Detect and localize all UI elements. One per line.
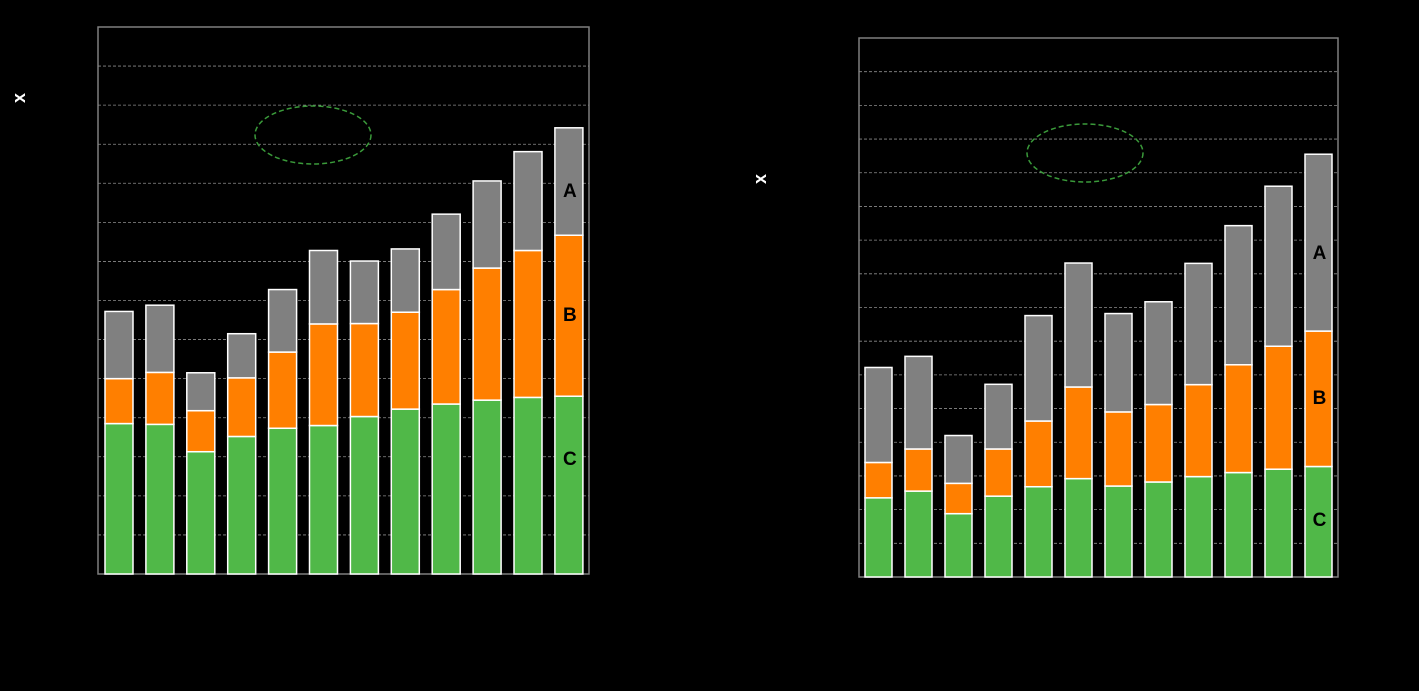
bar-segment-B	[984, 448, 1013, 497]
bar-segment-C	[1304, 465, 1333, 578]
segment-label-C: C	[1313, 510, 1327, 531]
bar-segment-C	[1264, 468, 1293, 578]
bar-segment-B	[308, 323, 339, 427]
dashed-ellipse-annotation	[254, 105, 372, 165]
segment-label-C: C	[563, 449, 577, 470]
bar-segment-A	[145, 304, 175, 374]
bar-segment-A	[308, 249, 339, 325]
bar-segment-C	[145, 423, 175, 575]
bar-segment-A	[390, 248, 421, 313]
bar-segment-C	[104, 422, 134, 575]
bar-segment-C	[513, 396, 543, 575]
bar-segment-A	[186, 372, 216, 412]
bar-segment-B	[267, 351, 298, 430]
bar-segment-B	[513, 249, 543, 399]
bar-segment-A	[104, 310, 134, 380]
bar-segment-B	[145, 371, 175, 426]
bar-segment-B	[1264, 345, 1293, 470]
bar-segment-B	[1224, 364, 1253, 474]
bar-segment-A	[984, 383, 1013, 450]
bar-segment-A	[944, 434, 973, 485]
segment-label-B: B	[1313, 388, 1327, 409]
bar-segment-C	[1144, 481, 1173, 578]
bar-segment-A	[1104, 312, 1133, 413]
bar-segment-C	[226, 435, 257, 575]
bar-segment-B	[1144, 403, 1173, 483]
bar-segment-A	[864, 366, 893, 464]
bar-segment-A	[267, 288, 298, 353]
bar-segment-C	[267, 427, 298, 575]
bar-segment-A	[554, 127, 584, 237]
segment-label-A: A	[563, 181, 577, 202]
bar-segment-B	[186, 409, 216, 453]
bar-segment-B	[904, 448, 933, 492]
bar-segment-C	[308, 424, 339, 575]
right-chart: x A B C	[750, 37, 1339, 578]
bar-segment-A	[1264, 185, 1293, 347]
bar-segment-C	[864, 497, 893, 578]
segment-label-A: A	[1313, 243, 1327, 264]
bar-segment-A	[349, 260, 380, 325]
bar-segment-C	[472, 399, 502, 575]
bar-segment-B	[390, 311, 421, 410]
bar-segment-A	[1064, 262, 1093, 388]
bar-segment-A	[1024, 314, 1053, 422]
bar-segment-A	[1184, 262, 1213, 386]
bar-segment-B	[431, 288, 461, 405]
bar-segment-B	[1184, 383, 1213, 478]
y-axis-label: x	[750, 174, 770, 184]
y-axis-label: x	[9, 93, 29, 103]
bar-segment-A	[226, 332, 257, 379]
bar-segment-C	[1064, 477, 1093, 578]
bar-segment-A	[431, 213, 461, 291]
bar-segment-B	[944, 482, 973, 515]
bar-segment-C	[390, 408, 421, 575]
bar-segment-C	[1224, 471, 1253, 578]
bar-segment-A	[472, 180, 502, 269]
bar-segment-B	[226, 377, 257, 438]
bar-segment-A	[1224, 224, 1253, 366]
bar-segment-B	[1024, 420, 1053, 488]
dashed-ellipse-annotation	[1026, 123, 1144, 183]
bar-segment-B	[472, 267, 502, 401]
bar-segment-C	[554, 395, 584, 575]
bar-segment-A	[1304, 153, 1333, 332]
bar-segment-C	[904, 490, 933, 578]
bar-segment-A	[513, 150, 543, 252]
bar-segment-B	[1104, 411, 1133, 487]
bar-segment-C	[1024, 485, 1053, 578]
bar-segment-C	[349, 415, 380, 575]
bar-segment-C	[944, 512, 973, 578]
bar-segment-C	[1104, 485, 1133, 578]
bar-segment-B	[1064, 386, 1093, 480]
bar-segment-C	[984, 495, 1013, 578]
bar-segment-B	[1304, 330, 1333, 468]
bar-segment-B	[104, 377, 134, 425]
segment-label-B: B	[563, 305, 577, 326]
bar-segment-A	[1144, 301, 1173, 406]
bar-segment-C	[1184, 475, 1213, 578]
bar-segment-C	[431, 403, 461, 575]
left-chart: x A B C	[9, 26, 590, 575]
bar-segment-C	[186, 450, 216, 575]
bar-segment-A	[904, 355, 933, 450]
bar-segment-B	[864, 461, 893, 499]
bar-segment-B	[349, 322, 380, 418]
